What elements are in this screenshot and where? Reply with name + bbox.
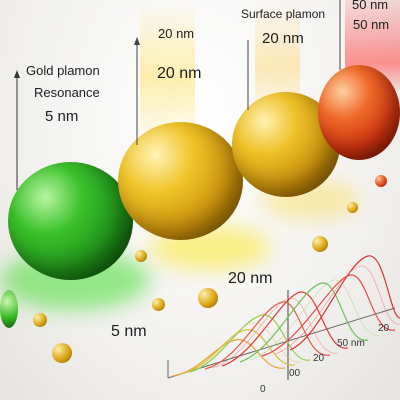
far-right-second-size-label: 50 nm [353,17,390,32]
top-center-small-size-label: 20 nm [158,26,195,41]
small-gold-particle [347,202,358,213]
top-right-size-label: 20 nm [262,30,304,47]
small-gold-particle [33,313,47,327]
plot-tick-label: 20 [378,323,390,334]
gold-nanoparticle-cluster-large [118,122,243,240]
small-gold-particle [198,288,218,308]
gold-plasmon-title-line2: Resonance [34,85,100,100]
top-left-size-label: 5 nm [45,108,79,125]
far-right-top-size-label: 50 nm [352,0,389,12]
plot-tick-label: 20 [313,353,325,364]
small-gold-particle [52,343,72,363]
small-gold-particle [152,298,165,311]
plot-tick-label: 00 [289,368,301,379]
plot-tick-label: 50 nm [337,338,365,349]
gold-plasmon-title-line1: Gold plamon [26,63,100,78]
small-gold-particle [312,236,328,252]
lower-middle-size-label: 20 nm [228,270,273,287]
red-nanoparticle-cluster [318,65,400,160]
orange-light-beam [255,0,300,110]
yellow-light-beam [140,0,195,130]
plot-tick-label: 0 [260,384,266,395]
small-red-particle [375,175,387,187]
small-gold-particle [135,250,147,262]
center-size-label: 20 nm [157,65,202,82]
bottom-left-size-label: 5 nm [111,323,147,340]
surface-plasmon-title: Surface plamon [241,7,326,21]
small-green-particle [0,290,18,328]
green-nanoparticle-cluster [8,162,133,280]
